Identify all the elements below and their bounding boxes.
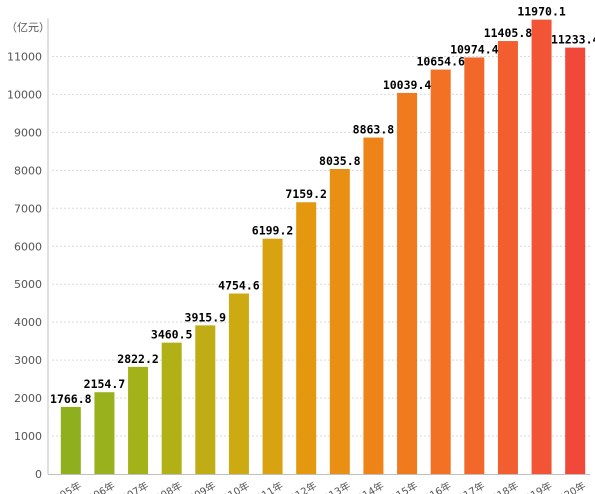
x-tick-label: 2009年 [181,479,218,494]
bars [60,19,586,475]
bar [195,325,216,474]
x-tick-label: 2018年 [483,479,520,494]
y-axis-ticks: 0 1000 2000 3000 4000 5000 6000 7000 8000 9000 100… [7,50,42,481]
y-tick-label: 9000 [14,126,42,139]
y-tick-label: 0 [35,468,42,481]
y-tick-label: 11000 [7,50,42,63]
data-label: 2154.7 [84,377,126,391]
y-tick-label: 3000 [14,354,42,367]
x-tick-label: 2019年 [517,479,554,494]
x-axis-ticks: 2005年2006年2007年2008年2009年2010年2011年2012年… [46,479,588,494]
bar [128,366,149,474]
bar [497,41,518,474]
y-axis-unit-label: （亿元） [6,21,50,34]
bar [464,57,485,475]
data-label: 4754.6 [218,279,260,293]
data-label: 11233.4 [551,33,595,47]
x-tick-label: 2008年 [147,479,184,494]
x-tick-label: 2017年 [450,479,487,494]
bar [262,238,283,474]
x-tick-label: 2012年 [282,479,319,494]
bar [94,392,115,474]
data-label: 1766.8 [50,392,92,406]
x-tick-label: 2006年 [80,479,117,494]
x-tick-label: 2013年 [315,479,352,494]
bar [565,47,586,475]
y-tick-label: 6000 [14,240,42,253]
data-label: 6199.2 [252,224,294,238]
x-tick-label: 2010年 [214,479,251,494]
y-tick-label: 8000 [14,164,42,177]
y-tick-label: 4000 [14,316,42,329]
data-label: 10039.4 [383,78,432,92]
data-label: 8863.8 [353,123,395,137]
x-tick-label: 2015年 [383,479,420,494]
y-tick-label: 10000 [7,88,42,101]
data-label: 3460.5 [151,328,193,342]
x-tick-label: 2011年 [248,479,285,494]
bar [60,406,81,474]
axes [47,18,590,475]
bar [363,137,384,474]
bar [329,168,350,474]
data-label: 8035.8 [319,154,361,168]
bar [296,202,317,474]
data-label: 11405.8 [484,26,533,40]
y-tick-label: 7000 [14,202,42,215]
bar [228,293,249,474]
data-label: 2822.2 [117,352,159,366]
y-tick-label: 1000 [14,430,42,443]
bar [161,342,182,474]
bar [430,69,451,474]
data-label: 10974.4 [450,42,499,56]
x-tick-label: 2020年 [551,479,588,494]
data-label: 11970.1 [517,5,566,19]
x-tick-label: 2014年 [349,479,386,494]
data-label: 3915.9 [185,310,227,324]
x-tick-label: 2016年 [416,479,453,494]
y-tick-label: 5000 [14,278,42,291]
bar [397,92,418,474]
y-tick-label: 2000 [14,392,42,405]
data-label: 7159.2 [285,187,327,201]
data-label: 10654.6 [416,55,465,69]
x-tick-label: 2005年 [46,479,83,494]
x-tick-label: 2007年 [114,479,151,494]
bar [531,19,552,475]
